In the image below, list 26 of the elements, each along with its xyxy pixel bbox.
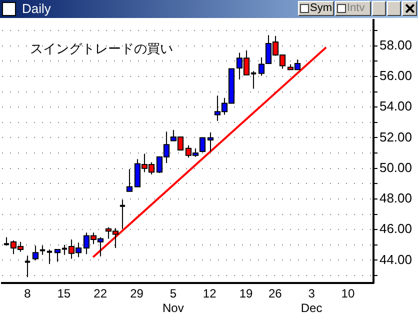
x-tick-label: 15 (57, 286, 71, 301)
x-tick-label: 10 (341, 286, 355, 301)
x-tick-label: 3 Dec (300, 286, 322, 316)
candlestick (118, 199, 126, 230)
text: Sym (298, 1, 334, 16)
y-tick-label: 50.00 (379, 160, 412, 175)
text: Intv (335, 1, 371, 16)
y-tick-label: 46.00 (379, 221, 412, 236)
y-tick-label: 54.00 (379, 98, 412, 114)
x-tick-label: 8 (24, 286, 32, 301)
candlestick (46, 249, 54, 265)
y-tick-label: 56.00 (379, 68, 412, 84)
annotation: スイングトレードの買い (30, 42, 173, 58)
y-tick-label: 48.00 (379, 190, 412, 206)
x-tick-label: 26 (268, 286, 282, 301)
y-tick-label: 58.00 (379, 37, 412, 52)
candlestick (24, 255, 32, 278)
y-tick-label: 44.00 (379, 252, 412, 267)
y-tick-label: 52.00 (379, 129, 412, 144)
candlestick (38, 245, 46, 256)
chart-title: Daily (22, 0, 51, 18)
x-tick-label: 22 (94, 286, 108, 301)
x-tick-label: 29 (130, 286, 144, 301)
x-tick-label: 12 (202, 286, 217, 301)
x-tick-label: 5 Nov (162, 286, 184, 316)
x-tick-label: 19 (239, 286, 253, 301)
